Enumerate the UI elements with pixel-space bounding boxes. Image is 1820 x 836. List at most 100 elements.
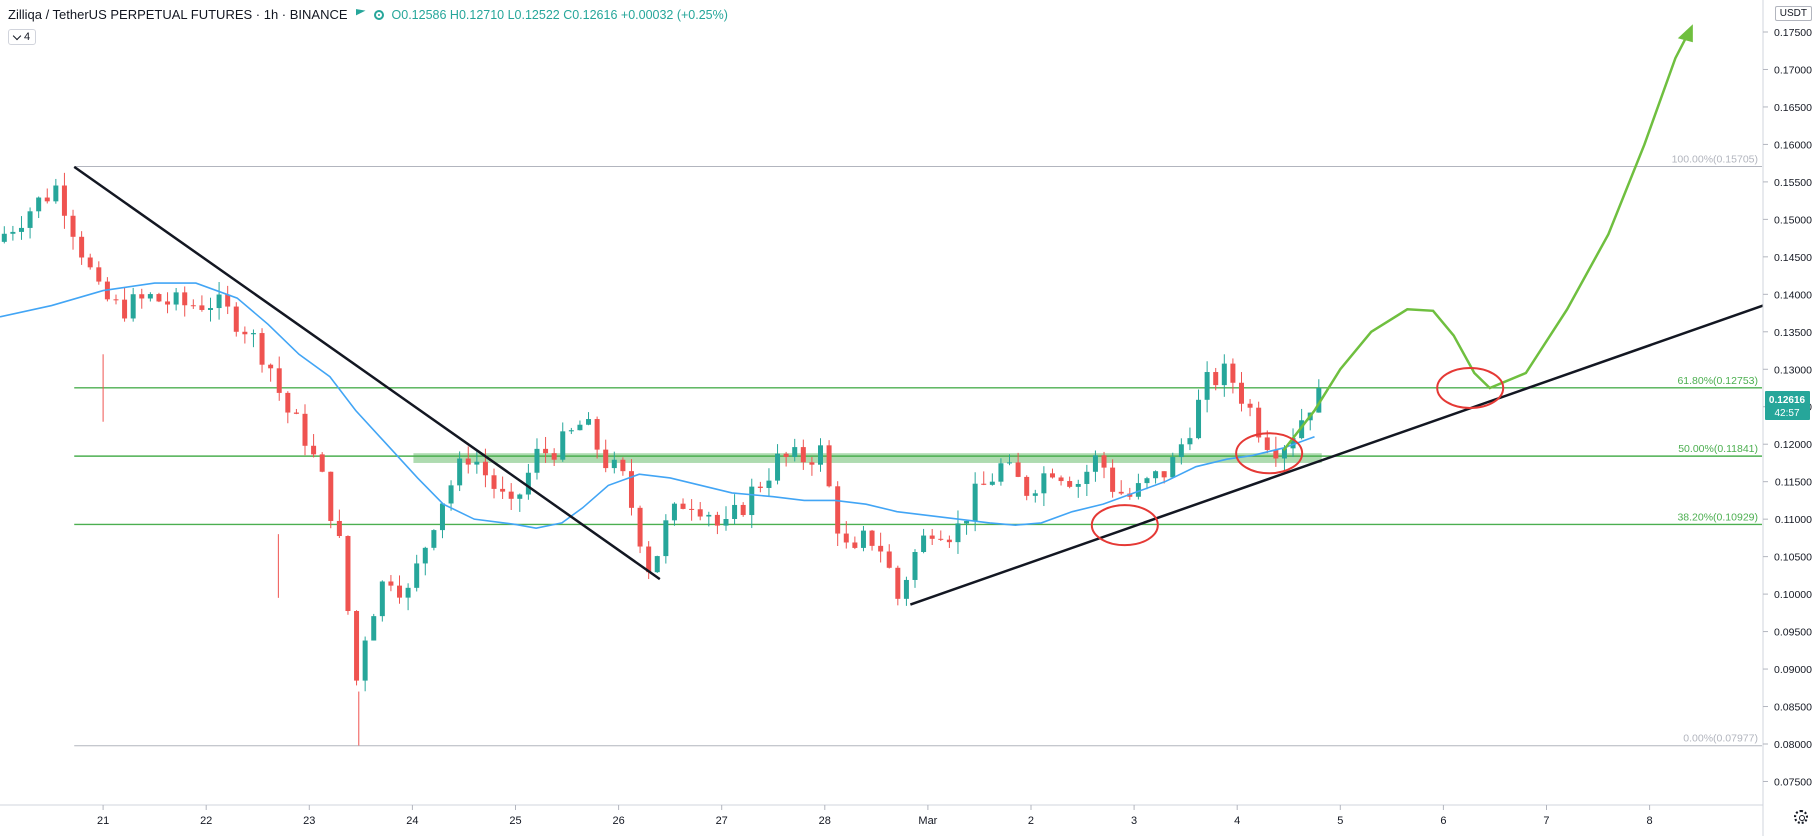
candle-body [1049,473,1055,478]
candle-body [981,483,987,485]
candle-body [70,215,76,237]
candle-body [311,445,317,455]
candle-body [869,530,875,546]
candle-body [886,551,892,568]
eye-icon[interactable] [373,9,384,20]
price-tick-label: 0.10000 [1774,589,1812,601]
candle-body [740,504,746,516]
price-tick-label: 0.14500 [1774,252,1812,264]
highlight-circle [1235,432,1304,475]
candle-body [826,445,832,487]
candle-body [1187,438,1193,445]
candle-body [1024,476,1030,496]
candle-body [319,454,325,472]
candle-body [199,305,205,310]
candle-body [1015,462,1021,477]
candle-body [328,471,334,521]
candle-body [482,461,488,476]
candle-body [1238,382,1244,404]
candle-body [1299,420,1305,439]
highlight-circle [1090,504,1159,547]
indicators-toggle[interactable]: 4 [8,29,37,45]
candle-body [242,331,248,335]
currency-button[interactable]: USDT [1774,6,1812,21]
candle-body [938,538,944,540]
candle-body [36,197,42,212]
gear-icon[interactable] [1794,810,1808,824]
time-tick-label: 5 [1337,815,1343,827]
candle-body [517,494,523,499]
candle-body [87,257,93,268]
candle-body [611,459,617,469]
candle-body [207,308,213,310]
highlight-circle [1436,367,1505,409]
last-price-tag: 0.12616 42:57 [1765,391,1810,420]
price-tag-box [1765,391,1810,420]
candle-body [663,520,669,557]
candle-body [1213,372,1219,386]
candle-body [1007,462,1013,464]
candle-body [388,581,394,586]
candle-body [1092,455,1098,472]
candle-body [1118,491,1124,494]
candle-body [912,552,918,580]
symbol-header: Zilliqa / TetherUS PERPETUAL FUTURES · 1… [8,7,728,22]
candle-body [1110,467,1116,492]
candle-body [414,563,420,588]
candle-body [1316,388,1322,413]
candle-body [491,475,497,489]
candle-body [543,448,549,454]
candle-body [809,462,815,465]
projection-path[interactable] [1282,27,1692,451]
candle-body [783,453,789,457]
candle-body [405,587,411,598]
price-tick-label: 0.15500 [1774,177,1812,189]
candle-body [1041,473,1047,494]
candle-body [671,503,677,521]
price-tick-label: 0.07500 [1774,776,1812,788]
candle-body [10,231,16,234]
candle-body [1290,438,1296,449]
candle-body [989,481,995,485]
candle-body [276,368,282,393]
candles [1,172,1322,746]
candle-body [1204,372,1210,400]
time-axis: 21 22 23 24 25 26 27 28 Mar 2 3 4 5 6 7 8 [97,805,1653,827]
chevron-down-icon [12,31,22,40]
candle-body [336,520,342,537]
candle-body [130,294,136,319]
candle-body [1247,403,1253,408]
flag-icon[interactable] [355,9,366,16]
candle-body [817,445,823,465]
time-tick-label: 21 [97,815,109,827]
candle-body [474,461,480,465]
time-tick-label: 27 [716,815,728,827]
candle-body [1,233,7,242]
candle-body [156,294,162,302]
candle-body [216,294,222,309]
candle-body [843,533,849,543]
candle-body [766,480,772,488]
candle-body [1144,478,1150,484]
candle-body [972,483,978,522]
fib-retracement: 100.00%(0.15705) 61.80%(0.12753) 50.00%(0.… [74,154,1762,747]
candle-body [173,292,179,305]
candle-body [1178,444,1184,458]
candle-body [1170,457,1176,478]
candle-body [422,547,428,564]
candle-body [903,579,909,599]
candle-body [61,185,67,216]
symbol-title[interactable]: Zilliqa / TetherUS PERPETUAL FUTURES · 1… [8,7,348,22]
candle-body [560,431,566,460]
time-tick-label: Mar [918,815,937,827]
candle-body [147,294,153,299]
time-tick-label: 3 [1131,815,1137,827]
time-tick-label: 7 [1543,815,1549,827]
candle-body [998,463,1004,482]
candle-body [792,447,798,457]
downtrend-line[interactable] [73,165,661,581]
candle-body [1135,483,1141,497]
time-tick-label: 2 [1028,815,1034,827]
uptrend-line[interactable] [909,304,1764,606]
